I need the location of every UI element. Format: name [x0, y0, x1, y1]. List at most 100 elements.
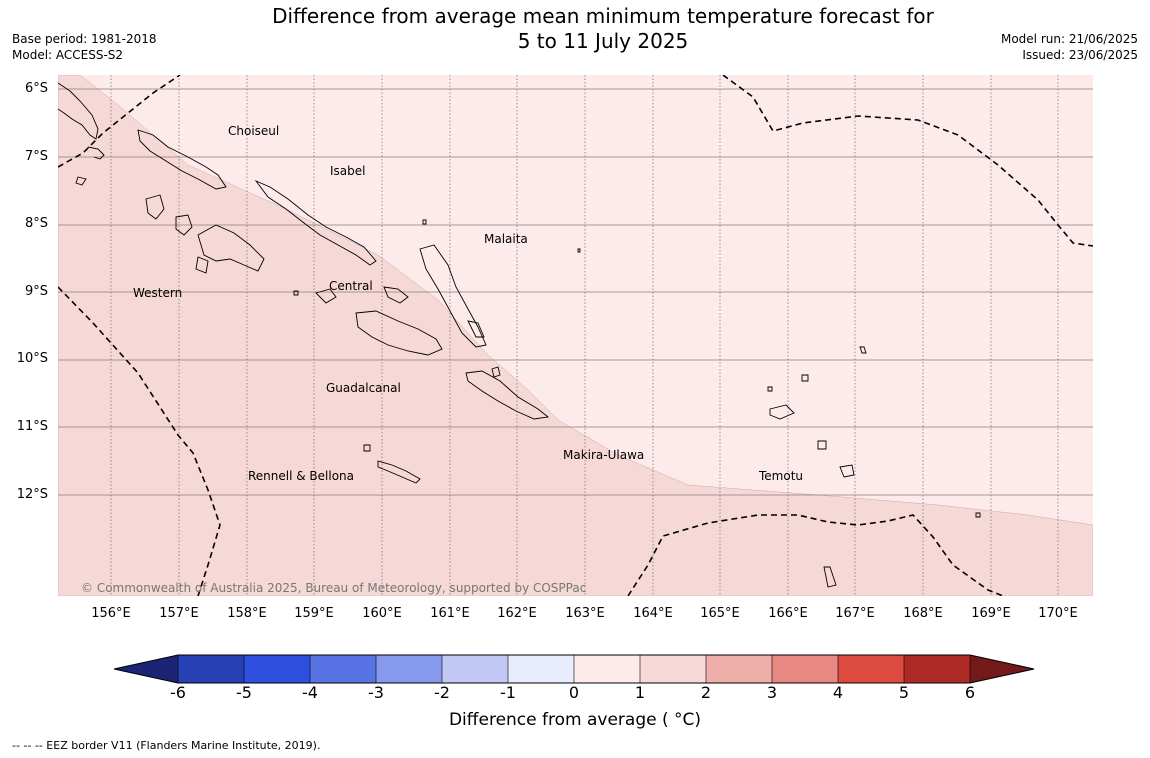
- florida-islands: [383, 286, 409, 304]
- lon-label-168e: 168°E: [903, 606, 943, 621]
- eez-border-south: [627, 514, 1004, 596]
- colorbar-tick-0: 0: [568, 683, 580, 702]
- makira-island: [465, 370, 550, 420]
- colorbar-bin-0-1: [574, 655, 640, 683]
- colorbar-bin--3--2: [376, 655, 442, 683]
- colorbar-extend-high: [970, 655, 1034, 683]
- colorbar-tick--6: -6: [170, 683, 186, 702]
- kolombangara: [175, 214, 193, 236]
- ulawa-island: [491, 366, 501, 378]
- colorbar-tick-6: 6: [964, 683, 976, 702]
- lon-label-164e: 164°E: [633, 606, 673, 621]
- vella-lavella: [145, 194, 165, 220]
- colorbar-extend-low: [114, 655, 178, 683]
- lat-label-6s: 6°S: [24, 81, 48, 96]
- bellona-island: [363, 444, 371, 452]
- gridlines: [58, 88, 1093, 496]
- colorbar-title: Difference from average ( °C): [448, 710, 702, 730]
- colorbar-bin-4-5: [838, 655, 904, 683]
- lon-label-166e: 166°E: [768, 606, 808, 621]
- meridians: [110, 75, 1059, 596]
- colorbar-bin--4--3: [310, 655, 376, 683]
- label-rennell-bellona: Rennell & Bellona: [248, 469, 354, 483]
- title-line-2: 5 to 11 July 2025: [517, 29, 689, 53]
- issued-date: Issued: 23/06/2025: [1022, 48, 1138, 62]
- colorbar-tick--3: -3: [368, 683, 384, 702]
- copyright-notice: © Commonwealth of Australia 2025, Bureau…: [81, 581, 586, 595]
- label-guadalcanal: Guadalcanal: [326, 381, 401, 395]
- lon-label-165e: 165°E: [700, 606, 740, 621]
- lon-label-157e: 157°E: [159, 606, 199, 621]
- colorbar-tick-5: 5: [898, 683, 910, 702]
- colorbar-bin--1-0: [508, 655, 574, 683]
- colorbar-tick-4: 4: [832, 683, 844, 702]
- utupua: [817, 440, 827, 450]
- eez-border-west: [58, 286, 221, 596]
- colorbar-tick-3: 3: [766, 683, 778, 702]
- new-georgia: [197, 224, 265, 272]
- sikaiana: [422, 219, 427, 225]
- model-run-date: Model run: 21/06/2025: [1000, 32, 1138, 46]
- santa-isabel-island: [254, 179, 377, 266]
- eez-borders: [58, 75, 1093, 596]
- lon-label-162e: 162°E: [497, 606, 537, 621]
- lat-label-8s: 8°S: [24, 216, 48, 231]
- colorbar-tick-2: 2: [700, 683, 712, 702]
- colorbar-bin--5--4: [244, 655, 310, 683]
- lon-label-170e: 170°E: [1038, 606, 1078, 621]
- shortland-islands: [75, 176, 87, 186]
- lon-label-163e: 163°E: [565, 606, 605, 621]
- lon-label-159e: 159°E: [294, 606, 334, 621]
- colorbar-bin-2-3: [706, 655, 772, 683]
- malaita-island: [419, 244, 487, 348]
- small-malaita: [467, 320, 485, 338]
- anuta: [859, 346, 867, 354]
- colorbar-bin-1-2: [640, 655, 706, 683]
- rendova: [195, 256, 209, 274]
- treasury-islands: [293, 290, 299, 296]
- model-info: Base period: 1981-2018 Model: ACCESS-S2: [12, 31, 157, 63]
- lon-label-167e: 167°E: [835, 606, 875, 621]
- santa-cruz-islands: [769, 404, 795, 420]
- colorbar-tick-1: 1: [634, 683, 646, 702]
- rennell-island: [377, 460, 421, 484]
- model-name: Model: ACCESS-S2: [12, 48, 124, 62]
- lat-label-12s: 12°S: [16, 487, 48, 502]
- bougainville-coast: [58, 82, 99, 140]
- map-title: Difference from average mean minimum tem…: [200, 4, 1006, 54]
- label-central: Central: [329, 279, 373, 293]
- forecast-map: Choiseul Isabel Malaita Western Central …: [58, 75, 1093, 596]
- base-period: Base period: 1981-2018: [12, 32, 157, 46]
- ontong-java: [577, 248, 581, 253]
- colorbar-tick--1: -1: [500, 683, 516, 702]
- label-temotu: Temotu: [758, 469, 803, 483]
- eez-footnote: -- -- -- EEZ border V11 (Flanders Marine…: [12, 739, 321, 752]
- tikopia: [975, 512, 981, 518]
- lon-label-158e: 158°E: [227, 606, 267, 621]
- colorbar: [113, 653, 1038, 689]
- lon-label-161e: 161°E: [430, 606, 470, 621]
- tinakula: [767, 386, 773, 392]
- coastlines: [58, 82, 981, 588]
- lon-label-169e: 169°E: [971, 606, 1011, 621]
- label-western: Western: [133, 286, 182, 300]
- label-isabel: Isabel: [330, 164, 365, 178]
- colorbar-tick--4: -4: [302, 683, 318, 702]
- eez-border-northwest: [58, 75, 181, 168]
- russell-islands: [315, 288, 337, 304]
- guadalcanal-island: [355, 310, 443, 356]
- run-info: Model run: 21/06/2025 Issued: 23/06/2025: [1001, 31, 1138, 63]
- colorbar-bin-3-4: [772, 655, 838, 683]
- colorbar-bin--2--1: [442, 655, 508, 683]
- bougainville-south: [87, 146, 105, 160]
- lat-label-9s: 9°S: [24, 284, 48, 299]
- anomaly-region-southwest: [58, 75, 1093, 596]
- label-malaita: Malaita: [484, 232, 528, 246]
- vanikoro: [839, 464, 855, 478]
- colorbar-bin-5-6: [904, 655, 970, 683]
- lat-label-10s: 10°S: [16, 351, 48, 366]
- colorbar-bin--6--5: [178, 655, 244, 683]
- colorbar-tick--2: -2: [434, 683, 450, 702]
- label-choiseul: Choiseul: [228, 124, 279, 138]
- lon-label-160e: 160°E: [362, 606, 402, 621]
